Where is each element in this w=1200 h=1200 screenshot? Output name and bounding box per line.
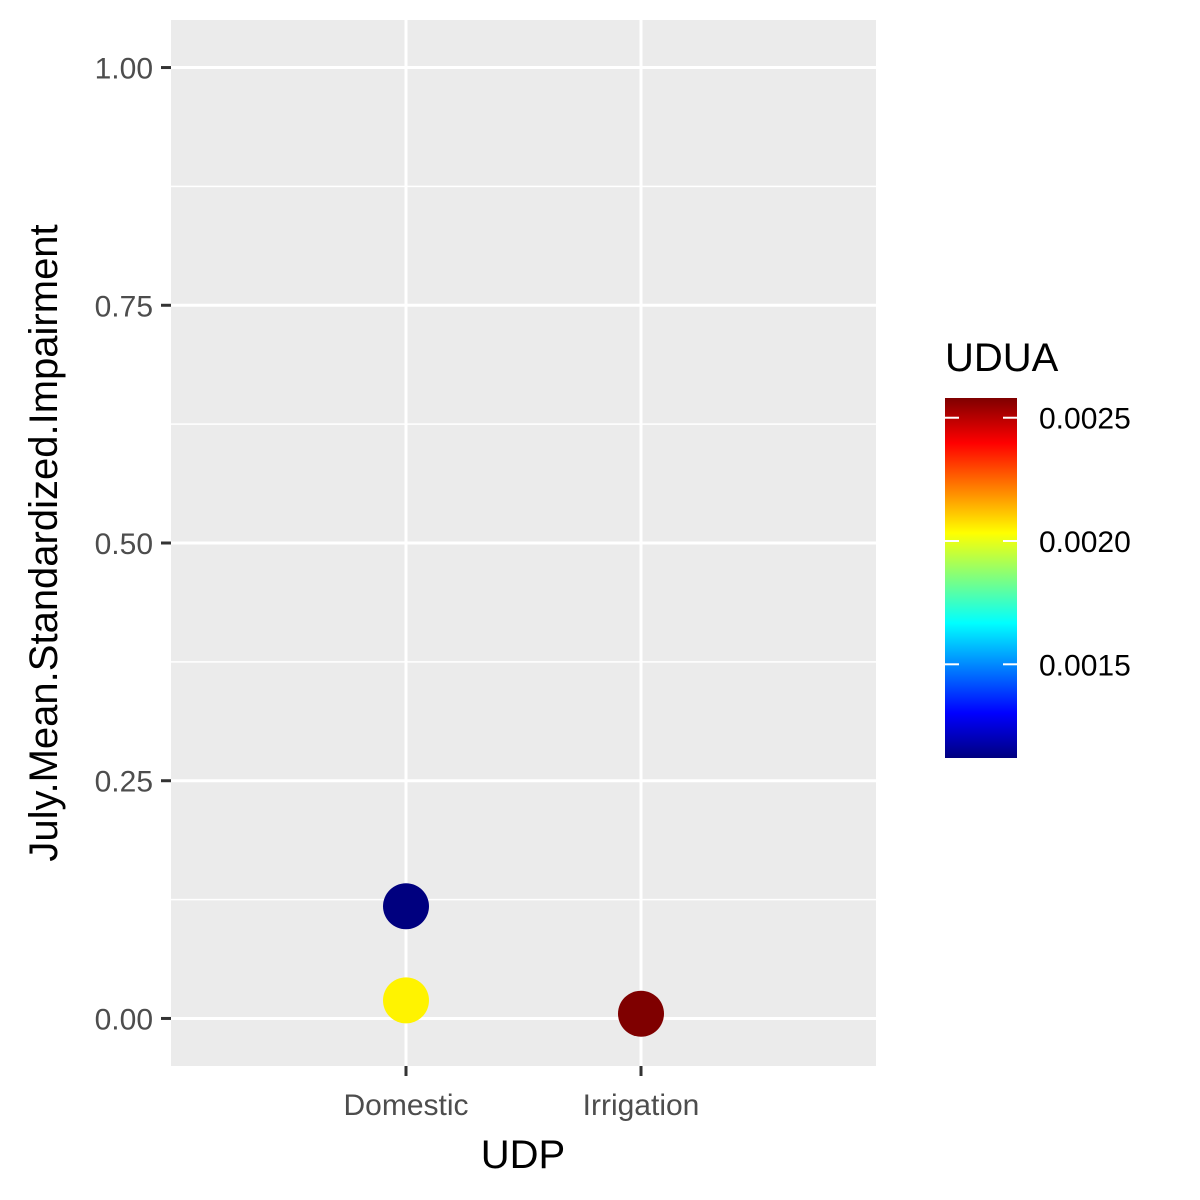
- legend-title: UDUA: [945, 336, 1059, 380]
- y-tick-label: 1.00: [95, 53, 153, 86]
- y-tick-label: 0.50: [95, 528, 153, 561]
- color-legend: UDUA 0.0015 0.0020 0.0025: [945, 336, 1131, 758]
- x-tick-label: Domestic: [343, 1089, 468, 1122]
- x-tick-label: Irrigation: [583, 1089, 700, 1122]
- y-axis-title: July.Mean.Standardized.Impairment: [22, 224, 66, 861]
- legend-ticks: 0.0015 0.0020 0.0025: [945, 403, 1131, 682]
- legend-tick-label: 0.0025: [1039, 403, 1131, 436]
- y-axis: 0.00 0.25 0.50 0.75 1.00: [95, 53, 171, 1036]
- y-tick-label: 0.75: [95, 290, 153, 323]
- legend-tick-label: 0.0020: [1039, 526, 1131, 559]
- legend-tick-label: 0.0015: [1039, 649, 1131, 682]
- x-axis: Domestic Irrigation: [343, 1066, 699, 1122]
- y-tick-label: 0.25: [95, 766, 153, 799]
- points-layer: [383, 883, 664, 1037]
- y-tick-label: 0.00: [95, 1003, 153, 1036]
- x-axis-title: UDP: [481, 1133, 565, 1177]
- data-point: [383, 977, 429, 1024]
- data-point: [618, 990, 664, 1037]
- data-point: [383, 883, 429, 930]
- legend-colorbar: [945, 398, 1017, 758]
